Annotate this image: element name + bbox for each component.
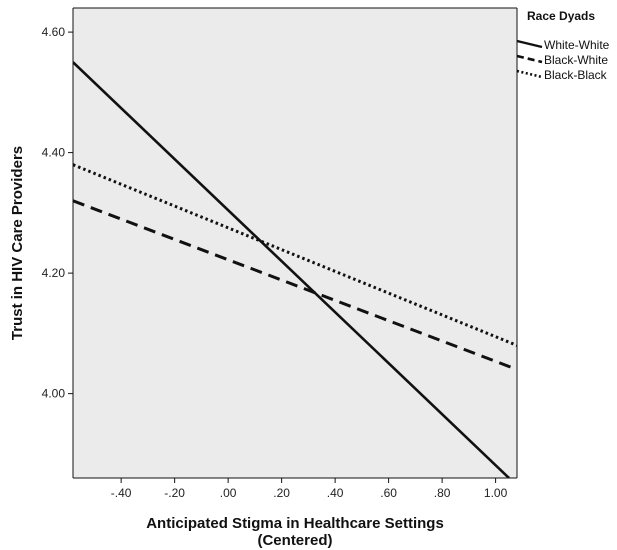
legend-label-black-white: Black-White [544,53,608,67]
legend-label-black-black: Black-Black [544,68,608,82]
legend-title: Race Dyads [527,9,595,23]
y-tick-label: 4.60 [42,25,66,39]
x-tick-label: .00 [220,486,237,500]
y-tick-label: 4.40 [42,146,66,160]
series-line-black-white [73,199,517,371]
y-axis-ticks: 4.00 4.20 4.40 4.60 [42,25,73,401]
x-tick-label: 1.00 [484,486,508,500]
legend-label-white-white: White-White [544,38,610,52]
x-tick-label: -.40 [111,486,132,500]
x-axis-title-line2: (Centered) [257,532,332,549]
x-tick-label: -.20 [164,486,185,500]
series-layer [73,61,517,478]
y-axis-title: Trust in HIV Care Providers [9,146,26,340]
legend-swatch-white-white [516,39,543,49]
x-tick-label: .20 [273,486,290,500]
x-axis-ticks: -.40 -.20 .00 .20 .40 .60 .80 1.00 [111,478,508,500]
plot-area [73,8,517,478]
legend: Race Dyads White-WhiteBlack-WhiteBlack-B… [516,9,610,82]
legend-swatch-black-black [516,69,543,79]
x-tick-label: .80 [434,486,451,500]
legend-swatch-black-white [516,54,543,64]
y-tick-label: 4.00 [42,387,66,401]
x-axis-title-line1: Anticipated Stigma in Healthcare Setting… [146,515,444,532]
y-tick-label: 4.20 [42,266,66,280]
x-tick-label: .40 [327,486,344,500]
series-line-white-white [73,61,510,478]
x-tick-label: .60 [380,486,397,500]
